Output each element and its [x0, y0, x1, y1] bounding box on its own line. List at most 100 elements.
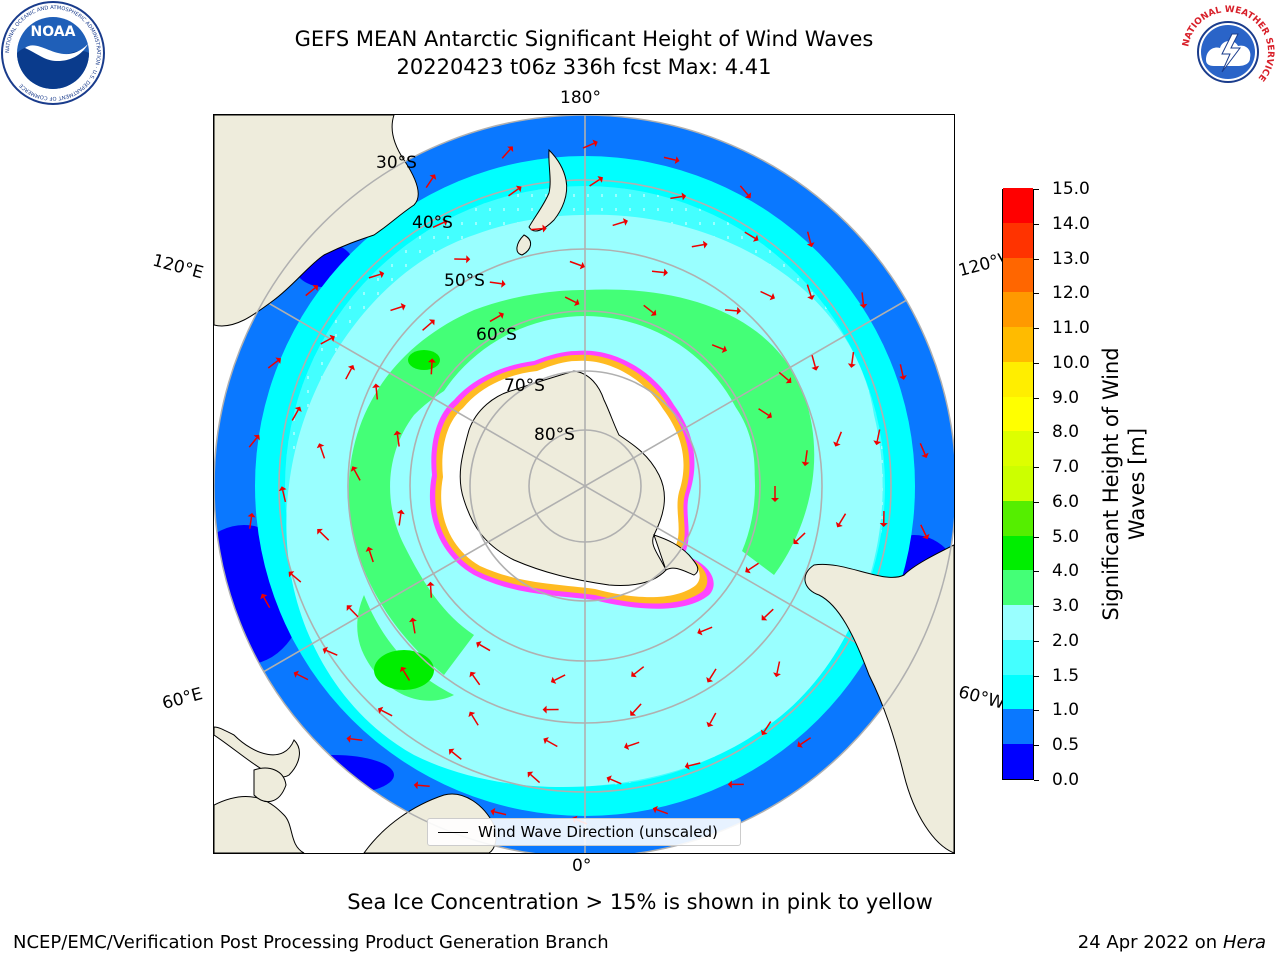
wind-arrow-shaft [851, 351, 855, 365]
colorbar-tick-label: 1.5 [1052, 665, 1080, 686]
wind-arrow-shaft [763, 721, 772, 733]
wind-arrow-head [329, 334, 335, 342]
wind-arrow-head [797, 741, 803, 748]
map-frame: 30°S 40°S 50°S 60°S 70°S 80°S [213, 114, 955, 854]
lon-label-60e: 60°E [160, 684, 205, 714]
wind-arrow-head [766, 411, 772, 419]
colorbar-tick-label: 11.0 [1052, 318, 1090, 339]
wind-arrow-shaft [320, 337, 332, 345]
wind-arrow-head [684, 762, 690, 770]
colorbar-tick [1034, 675, 1039, 677]
wind-arrow-head [550, 676, 557, 684]
lon-label-120e: 120°E [150, 250, 206, 284]
wind-arrow-shaft [569, 260, 582, 267]
colorbar-tick [1034, 745, 1039, 747]
wind-arrows [247, 139, 930, 825]
wind-arrow-shaft [325, 649, 338, 656]
map-legend: Wind Wave Direction (unscaled) [427, 818, 741, 846]
wind-arrow-shaft [760, 290, 772, 298]
wind-arrow-head [294, 406, 302, 413]
wind-arrow-head [429, 174, 437, 180]
wind-arrow-shaft [263, 596, 271, 609]
wind-arrow-shaft [319, 531, 330, 541]
wind-arrow-shaft [422, 321, 433, 331]
ocean-field [214, 115, 954, 853]
wind-arrow-head [630, 710, 637, 716]
wind-arrow-head [247, 512, 256, 518]
wind-arrow-head [413, 781, 419, 790]
colorbar-tick-label: 15.0 [1052, 179, 1090, 199]
colorbar-segment [1003, 674, 1033, 710]
lat-label-30s: 30°S [376, 153, 417, 173]
colorbar-tick-label: 9.0 [1052, 387, 1080, 408]
wind-arrow-shaft [248, 437, 258, 448]
colorbar-segment [1003, 743, 1033, 779]
wind-arrow-shaft [776, 661, 781, 674]
wind-arrow-head [379, 270, 385, 279]
wind-arrow-head [293, 670, 300, 678]
wind-arrow-head [542, 705, 547, 714]
wind-arrow-head [278, 486, 287, 492]
wind-arrow-shaft [417, 784, 430, 787]
colorbar-title: Significant Height of Wind Waves [m] [1099, 347, 1149, 621]
graticule [214, 115, 954, 853]
wind-arrow-head [760, 729, 768, 735]
colorbar-tick-label: 5.0 [1052, 526, 1080, 547]
wind-arrow-shaft [267, 360, 279, 369]
nws-logo: NATIONAL WEATHER SERVICE [1178, 2, 1278, 102]
wind-arrow-shaft [508, 188, 519, 197]
wind-arrow-head [631, 670, 637, 678]
colorbar-tick-label: 4.0 [1052, 561, 1080, 582]
wind-arrow-shaft [412, 621, 416, 634]
colorbar-tick [1034, 223, 1039, 225]
wind-arrow-shaft [700, 626, 713, 633]
wind-arrow-shaft [430, 362, 433, 375]
wind-arrow-head [721, 345, 727, 353]
wind-arrow-shaft [919, 443, 926, 455]
colorbar-tick [1034, 258, 1039, 260]
wind-arrow-head [448, 748, 455, 755]
noaa-text: NOAA [31, 24, 76, 40]
wind-arrow-shaft [381, 709, 393, 717]
wind-arrow-shaft [489, 281, 502, 285]
wind-arrow-head [466, 255, 471, 264]
wind-arrow-shaft [291, 573, 302, 583]
wind-arrow-head [288, 571, 295, 578]
wind-arrow-head [771, 498, 779, 502]
wind-arrow-head [592, 139, 598, 147]
lon-label-60w: 60°W [956, 682, 1007, 714]
colorbar-segment [1003, 430, 1033, 467]
legend-line-sample [438, 832, 468, 833]
wind-arrow-shaft [836, 431, 843, 444]
wind-arrow-head [736, 306, 742, 315]
colorbar-segment [1003, 187, 1033, 223]
wind-arrow-shaft [546, 739, 558, 748]
colorbar-tick-label: 0.0 [1052, 770, 1080, 790]
wind-arrow-head [744, 192, 752, 199]
wind-arrow-head [507, 146, 514, 152]
wind-arrow-shaft [281, 490, 287, 503]
wind-arrow-head [879, 522, 888, 528]
wind-arrow-shaft [353, 469, 361, 481]
wind-arrow-shaft [554, 674, 566, 682]
wind-arrow-head [697, 627, 703, 636]
colorbar-tick [1034, 189, 1039, 190]
wind-arrow-head [372, 383, 381, 388]
wind-arrow-shaft [368, 273, 381, 279]
wind-arrow-shaft [663, 156, 676, 161]
wind-arrow-head [501, 279, 506, 288]
wind-arrow-head [624, 742, 630, 750]
wind-arrow-shaft [691, 243, 704, 248]
lat-label-50s: 50°S [444, 271, 485, 291]
colorbar-tick [1034, 536, 1039, 538]
wind-arrow-shaft [806, 231, 812, 244]
wind-arrow-shaft [711, 344, 724, 350]
wind-arrow-shaft [451, 751, 462, 760]
colorbar-tick [1034, 780, 1039, 781]
wind-arrow-head [785, 377, 792, 384]
wind-arrow-head [597, 176, 603, 183]
wind-arrow-shaft [425, 177, 434, 189]
colorbar-tick-label: 13.0 [1052, 248, 1090, 269]
wind-arrow-head [365, 546, 374, 552]
wind-arrow-shaft [375, 387, 379, 400]
